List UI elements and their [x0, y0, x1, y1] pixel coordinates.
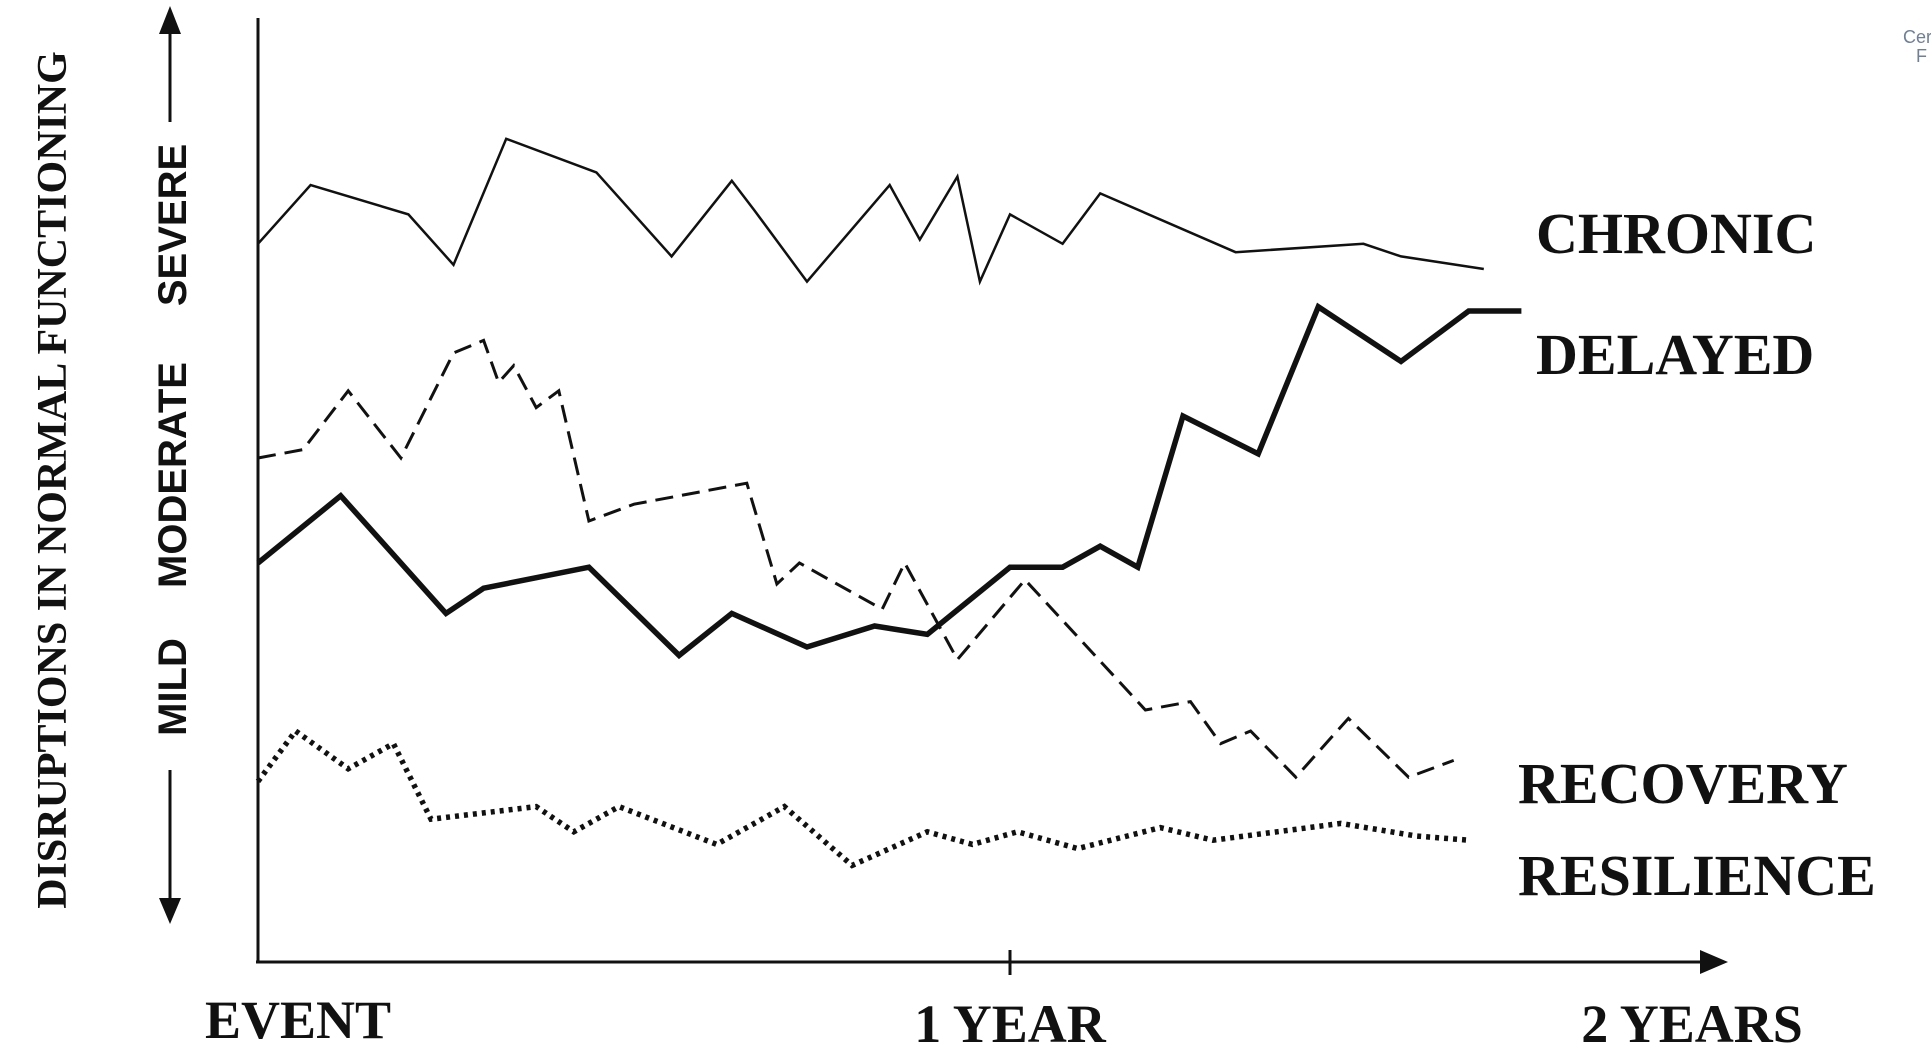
x-tick-label-2-years: 2 YEARS [1581, 994, 1803, 1050]
x-tick-label-1-year: 1 YEAR [914, 994, 1107, 1050]
series-label-chronic: CHRONIC [1536, 201, 1816, 266]
severity-arrow-down-head [159, 898, 181, 924]
x-axis-arrowhead [1700, 950, 1728, 974]
series-line-delayed [256, 302, 1522, 660]
severity-arrow-up-head [159, 6, 181, 34]
severity-label-severe: SEVERE [151, 144, 195, 306]
series-line-resilience [255, 727, 1469, 869]
severity-label-moderate: MODERATE [151, 362, 195, 588]
series-label-recovery: RECOVERY [1518, 751, 1848, 816]
series-label-resilience: RESILIENCE [1518, 843, 1876, 908]
y-axis-label: DISRUPTIONS IN NORMAL FUNCTIONING [30, 51, 76, 909]
severity-arrow [159, 6, 181, 924]
watermark-text-line1: Cer [1903, 27, 1931, 47]
watermark-text-line2: F [1916, 46, 1927, 66]
series-line-recovery [257, 338, 1455, 780]
axes [256, 18, 1728, 975]
series-lines [255, 137, 1522, 869]
x-tick-label-event: EVENT [205, 990, 391, 1050]
series-line-chronic [257, 137, 1484, 286]
series-label-delayed: DELAYED [1536, 322, 1814, 387]
severity-label-mild: MILD [151, 638, 195, 736]
